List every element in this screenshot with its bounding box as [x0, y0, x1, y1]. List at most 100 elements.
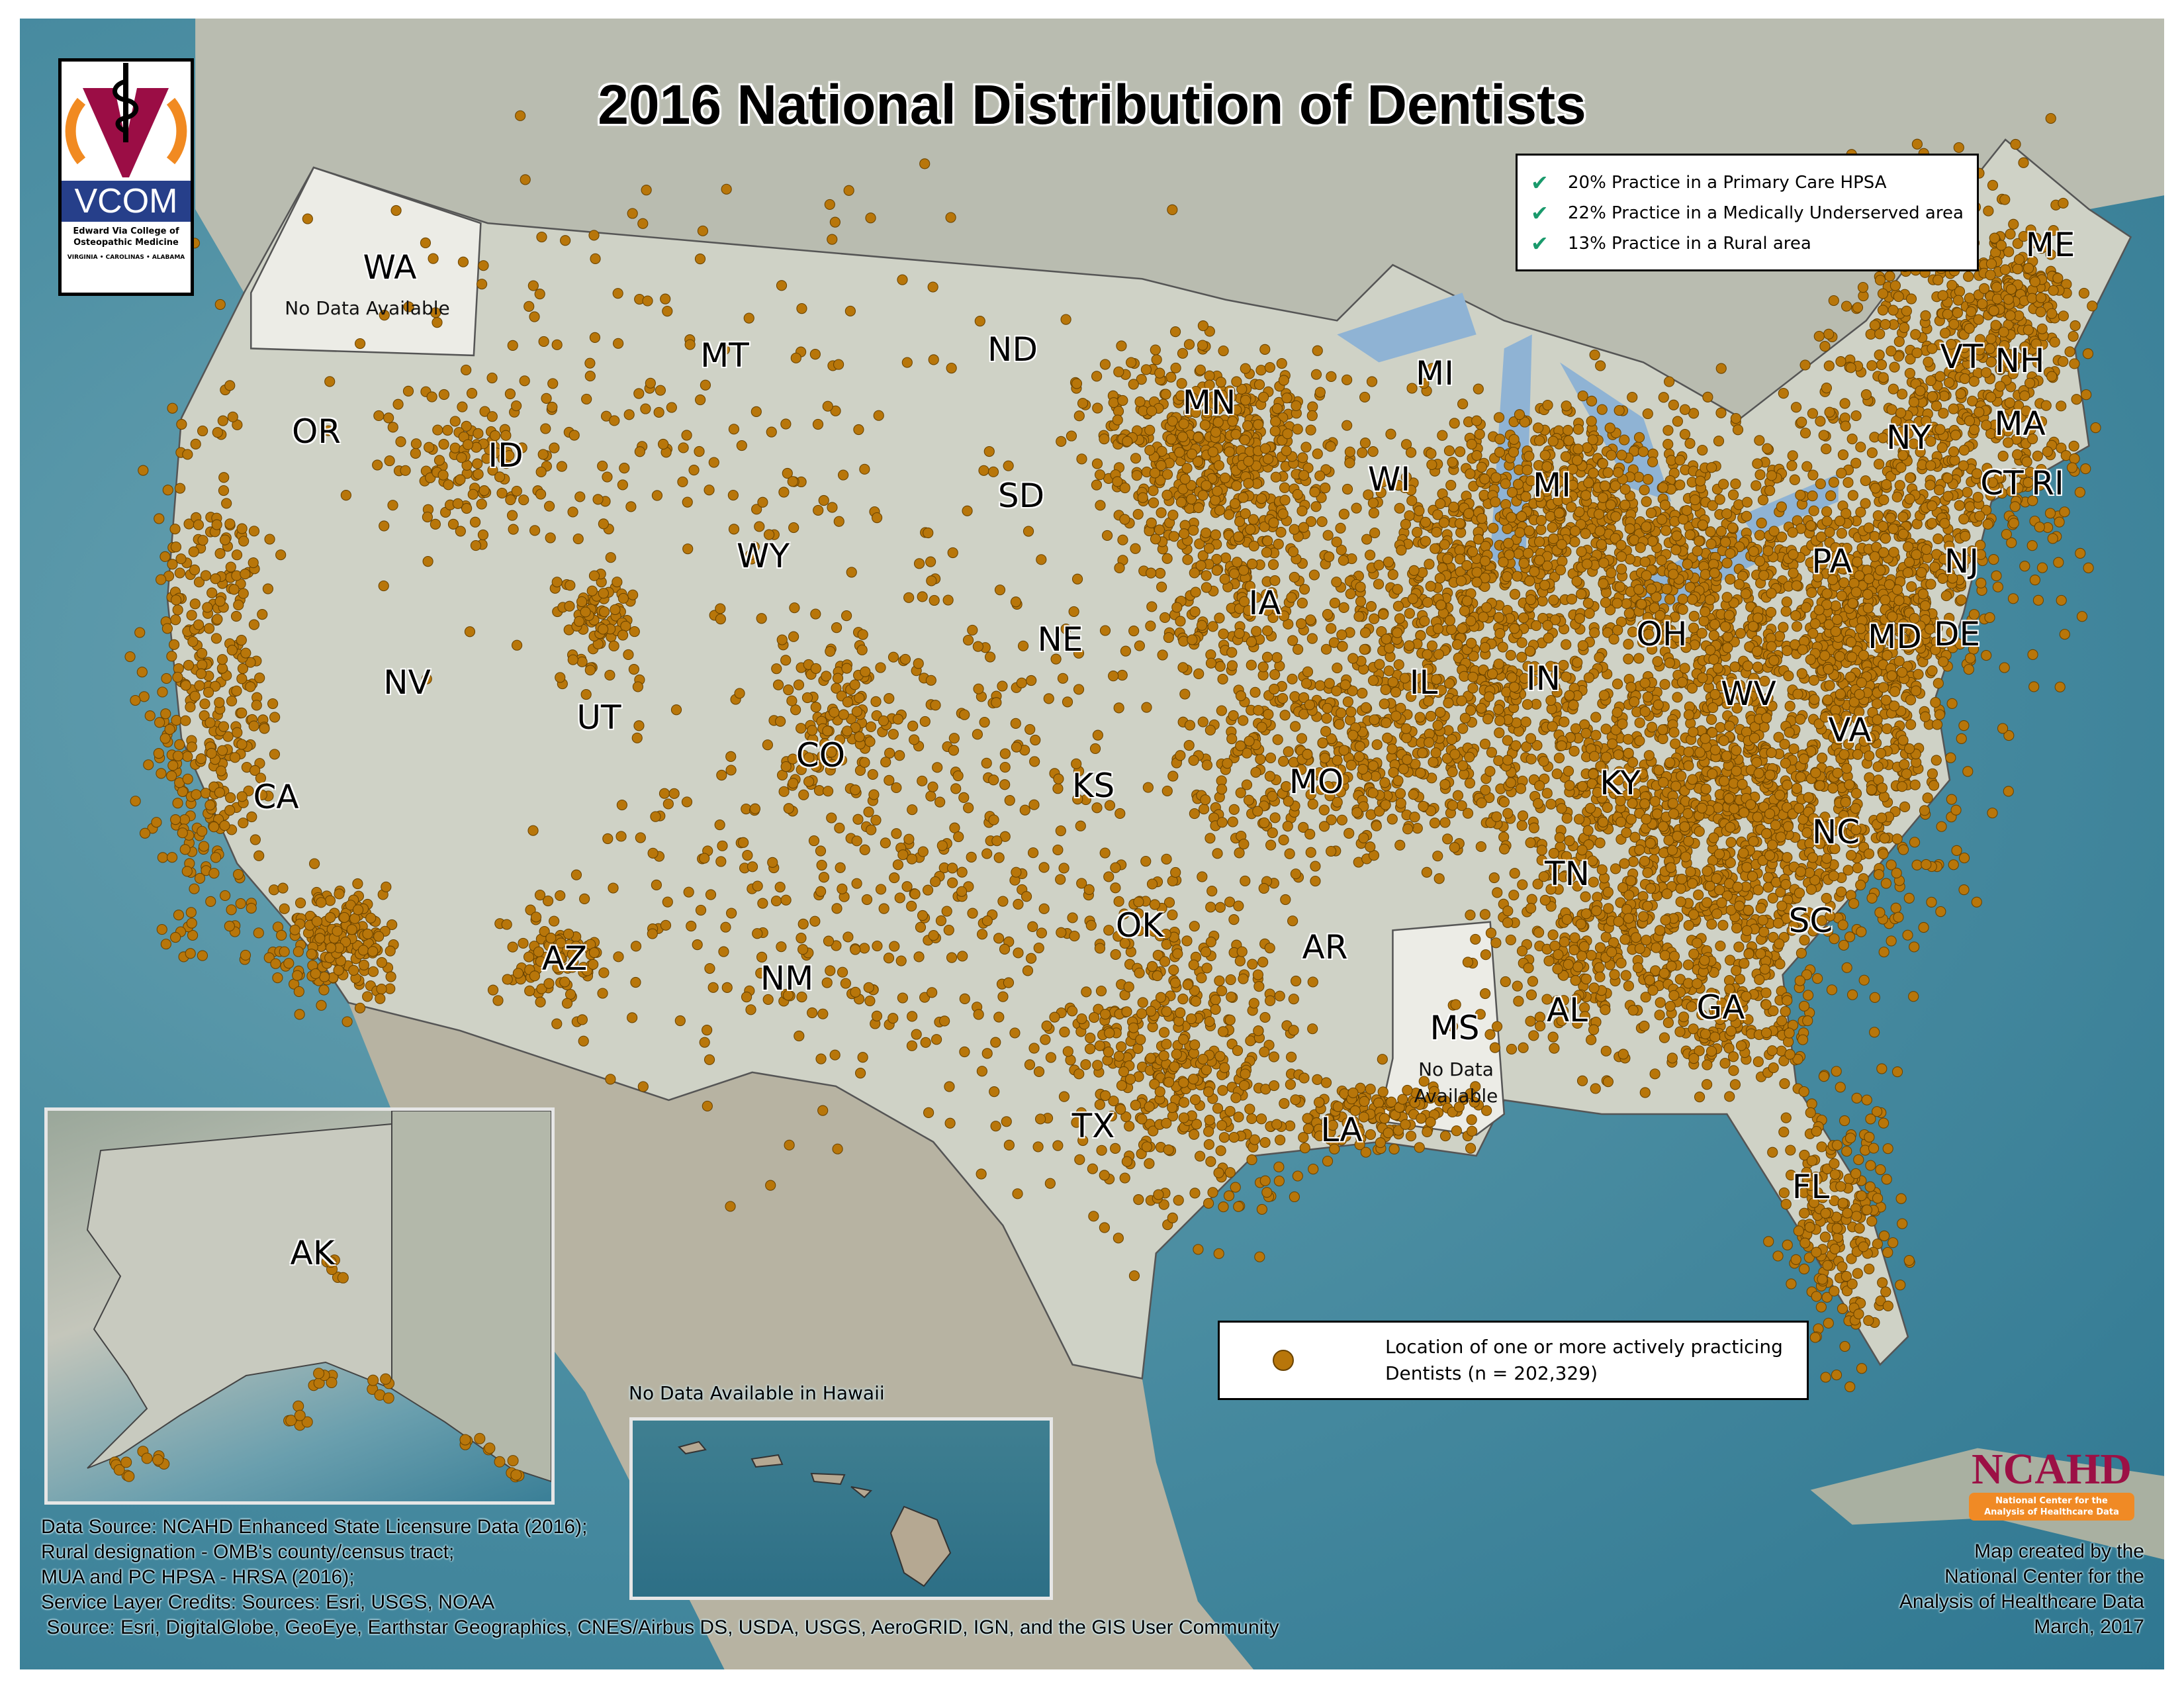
- dentist-dot: [1718, 479, 1729, 490]
- dentist-dot: [1320, 483, 1331, 494]
- dentist-dot: [1224, 446, 1235, 457]
- dentist-dot: [1782, 645, 1793, 657]
- dentist-dot: [1647, 536, 1658, 547]
- dentist-dot: [1443, 697, 1454, 708]
- dentist-dot: [1732, 881, 1743, 893]
- dentist-dot: [1659, 679, 1670, 690]
- dentist-dot: [1705, 526, 1716, 538]
- dentist-dot: [1902, 929, 1913, 941]
- dentist-dot: [1933, 678, 1944, 689]
- dentist-dot: [1501, 571, 1513, 583]
- dentist-dot: [1494, 434, 1506, 445]
- dentist-dot: [1923, 356, 1934, 367]
- dentist-dot: [1963, 664, 1974, 675]
- dentist-dot: [1210, 426, 1222, 438]
- dentist-dot: [1563, 435, 1574, 446]
- dentist-dot: [1486, 747, 1498, 758]
- dentist-dot: [1230, 429, 1242, 440]
- dentist-dot: [1649, 796, 1661, 807]
- dentist-dot: [1553, 752, 1565, 764]
- dentist-dot: [1517, 810, 1529, 821]
- dentist-dot: [1940, 590, 1952, 602]
- dentist-dot: [1727, 522, 1739, 534]
- dentist-dot: [1725, 821, 1736, 833]
- dentist-dot: [1418, 800, 1429, 812]
- dentist-dot: [1639, 798, 1651, 810]
- dentist-dot: [1754, 530, 1766, 541]
- dentist-dot: [1827, 782, 1839, 794]
- dentist-dot: [1461, 560, 1473, 571]
- dentist-dot: [1920, 310, 1931, 321]
- dentist-dot: [1380, 799, 1391, 810]
- dentist-dot: [2069, 453, 2080, 464]
- dentist-dot: [1657, 514, 1668, 525]
- dentist-dot: [1467, 546, 1479, 557]
- dentist-dot: [1571, 576, 1582, 587]
- dentist-dot: [1429, 818, 1441, 829]
- dentist-dot: [1936, 442, 1948, 453]
- dentist-dot: [1556, 803, 1567, 814]
- dentist-dot: [1407, 593, 1418, 604]
- dentist-dot: [1815, 478, 1826, 489]
- dentist-dot: [1904, 493, 1915, 504]
- dentist-dot: [1588, 467, 1599, 479]
- dentist-dot: [1702, 391, 1713, 402]
- dentist-dot: [1371, 820, 1382, 831]
- dentist-dot: [1651, 808, 1663, 820]
- dentist-dot: [1446, 624, 1457, 635]
- dentist-dot: [1925, 460, 1936, 471]
- dentist-dot: [1167, 771, 1179, 782]
- dentist-dot: [1371, 739, 1383, 751]
- dentist-dot: [1672, 692, 1683, 703]
- dentist-dot: [1709, 567, 1720, 579]
- dentist-dot: [1525, 594, 1537, 606]
- dentist-dot: [1805, 520, 1817, 532]
- dentist-dot: [1747, 621, 1759, 632]
- dentist-dot: [1714, 494, 1725, 505]
- dentist-dot: [1627, 391, 1638, 403]
- dentist-dot: [1633, 584, 1645, 595]
- dentist-dot: [1471, 450, 1482, 461]
- dentist-dot: [1379, 698, 1390, 710]
- dentist-dot: [1439, 778, 1451, 790]
- dentist-dot: [1866, 360, 1878, 371]
- dentist-dot: [1548, 594, 1559, 606]
- dentist-dot: [1855, 506, 1866, 518]
- dentist-dot: [1964, 415, 1976, 426]
- dentist-dot: [1852, 302, 1864, 313]
- dentist-dot: [1310, 369, 1322, 380]
- dentist-dot: [1715, 407, 1727, 418]
- dentist-dot: [1146, 405, 1158, 417]
- dentist-dot: [1390, 686, 1402, 698]
- dentist-dot: [1169, 326, 1181, 338]
- dentist-dot: [2080, 463, 2091, 475]
- dentist-dot: [1903, 557, 1915, 568]
- dentist-dot: [1897, 735, 1909, 746]
- dentist-dot: [1140, 364, 1152, 375]
- dentist-dot: [1473, 534, 1484, 545]
- dentist-dot: [1922, 792, 1933, 804]
- dentist-dot: [1946, 794, 1957, 805]
- dentist-dot: [1099, 434, 1110, 445]
- dentist-dot: [1566, 594, 1578, 605]
- dentist-dot: [1999, 662, 2010, 673]
- dentist-dot: [1878, 547, 1889, 558]
- dentist-dot: [1197, 490, 1208, 501]
- dentist-dot: [1641, 496, 1652, 507]
- dentist-dot: [1664, 376, 1675, 387]
- dentist-dot: [1615, 551, 1627, 562]
- dentist-dot: [1754, 469, 1766, 481]
- dentist-dot: [1878, 848, 1889, 860]
- dentist-dot: [1657, 733, 1668, 745]
- dentist-dot: [1674, 479, 1686, 491]
- dentist-dot: [1119, 514, 1130, 525]
- dentist-dot: [1201, 480, 1212, 491]
- dentist-dot: [1281, 445, 1292, 457]
- dentist-dot: [2047, 533, 2058, 544]
- dentist-dot: [1779, 739, 1790, 750]
- dentist-dot: [1449, 749, 1461, 760]
- dentist-dot: [1430, 543, 1441, 554]
- dentist-dot: [1290, 721, 1301, 732]
- dentist-dot: [1935, 906, 1946, 917]
- dentist-dot: [2056, 594, 2067, 606]
